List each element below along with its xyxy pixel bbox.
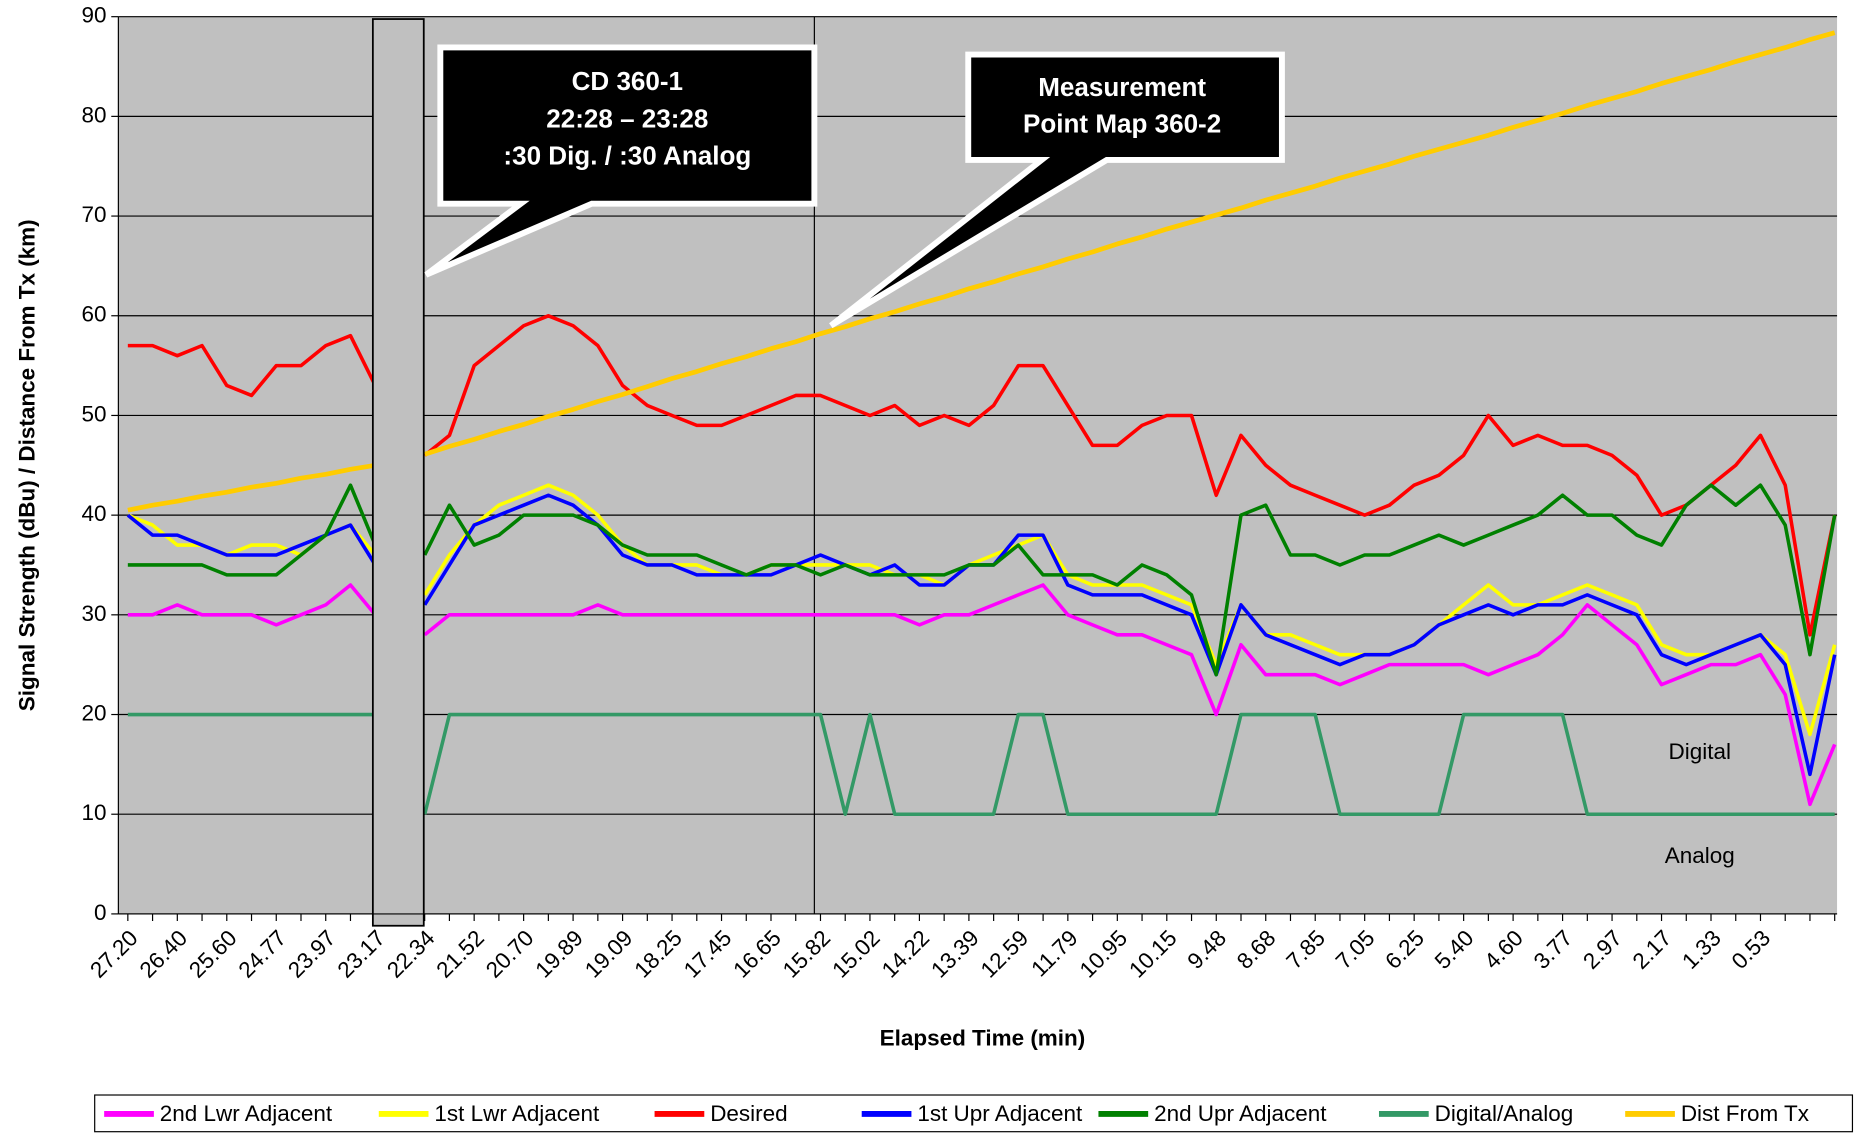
series-line — [127, 583, 1837, 807]
gap-box — [371, 18, 425, 927]
annotation: CD 360-1 — [572, 66, 683, 96]
x-tick-label: 24.77 — [234, 925, 291, 982]
overlay: CD 360-1 22:28 – 23:28 :30 Dig. / :30 Anal… — [104, 66, 1809, 1126]
annotation: 22:28 – 23:28 — [546, 104, 708, 134]
x-tick-label: 12.59 — [976, 925, 1033, 982]
legend-label: 2nd Lwr Adjacent — [160, 1101, 333, 1126]
x-tick-label: 19.89 — [530, 925, 587, 982]
y-tick-label: 60 — [82, 302, 107, 327]
legend-label: 2nd Upr Adjacent — [1154, 1101, 1327, 1126]
y-tick-label: 30 — [82, 601, 107, 626]
legend-label: Desired — [710, 1101, 787, 1126]
x-tick-label: 25.60 — [184, 925, 241, 982]
x-tick-label: 7.05 — [1331, 925, 1380, 974]
x-tick-label: 15.82 — [778, 925, 835, 982]
x-tick-label: 11.79 — [1026, 925, 1082, 981]
x-tick-label: 27.20 — [85, 925, 142, 982]
x-tick-label: 19.09 — [580, 925, 637, 982]
callout — [424, 44, 818, 278]
x-tick-label: 2.97 — [1578, 925, 1627, 974]
y-tick-label: 20 — [82, 700, 107, 725]
y-tick-label: 10 — [82, 800, 107, 825]
series-line — [127, 314, 1837, 637]
x-tick-label: 4.60 — [1479, 925, 1528, 974]
y-tick-label: 70 — [82, 202, 107, 227]
x-tick-label: 17.45 — [679, 925, 736, 982]
x-tick-label: 3.77 — [1529, 925, 1578, 974]
series-line — [127, 30, 1836, 513]
x-tick-label: 7.85 — [1281, 925, 1330, 974]
x-tick-label: 9.48 — [1183, 925, 1232, 974]
x-tick-label: 26.40 — [135, 925, 192, 982]
callout — [829, 51, 1285, 329]
x-tick-label: 0.53 — [1727, 925, 1776, 974]
legend-label: 1st Upr Adjacent — [917, 1101, 1083, 1126]
x-tick-label: 21.52 — [432, 925, 489, 982]
y-tick-label: 90 — [82, 3, 107, 28]
x-tick-label: 8.68 — [1232, 925, 1281, 974]
series-line — [127, 712, 1835, 817]
annotation: Digital — [1669, 739, 1731, 764]
x-tick-label: 2.17 — [1628, 925, 1677, 974]
series-line — [127, 483, 1837, 677]
x-tick-label: 20.70 — [481, 925, 538, 982]
x-tick-label: 16.65 — [728, 925, 785, 982]
x-tick-label: 10.15 — [1124, 925, 1181, 982]
y-axis-label: Signal Strength (dBu) / Distance From Tx… — [14, 219, 39, 711]
x-tick-label: 1.33 — [1677, 925, 1726, 974]
annotation: Point Map 360-2 — [1023, 108, 1221, 138]
x-tick-label: 22.34 — [382, 925, 439, 982]
x-tick-label: 23.97 — [283, 925, 340, 982]
lines — [126, 30, 1837, 817]
series-line — [126, 493, 1837, 777]
y-tick-label: 50 — [82, 401, 107, 426]
y-tick-label: 40 — [82, 501, 107, 526]
legend-label: Dist From Tx — [1681, 1101, 1809, 1126]
x-tick-label: 14.22 — [877, 925, 934, 982]
x-tick-label: 18.25 — [629, 925, 686, 982]
x-tick-label: 5.40 — [1430, 925, 1479, 974]
legend-label: 1st Lwr Adjacent — [434, 1101, 600, 1126]
y-tick-label: 0 — [94, 900, 106, 925]
x-tick-label: 13.39 — [926, 925, 983, 982]
legend-label: Digital/Analog — [1435, 1101, 1574, 1126]
annotation: :30 Dig. / :30 Analog — [503, 140, 751, 170]
y-tick-label: 80 — [82, 102, 107, 127]
x-tick-label: 15.02 — [827, 925, 884, 982]
x-tick-label: 6.25 — [1380, 925, 1429, 974]
x-axis-label: Elapsed Time (min) — [880, 1025, 1086, 1050]
x-tick-label: 23.17 — [333, 925, 390, 982]
x-tick-label: 10.95 — [1075, 925, 1132, 982]
annotation: Analog — [1665, 843, 1735, 868]
annotation: Measurement — [1038, 72, 1206, 102]
